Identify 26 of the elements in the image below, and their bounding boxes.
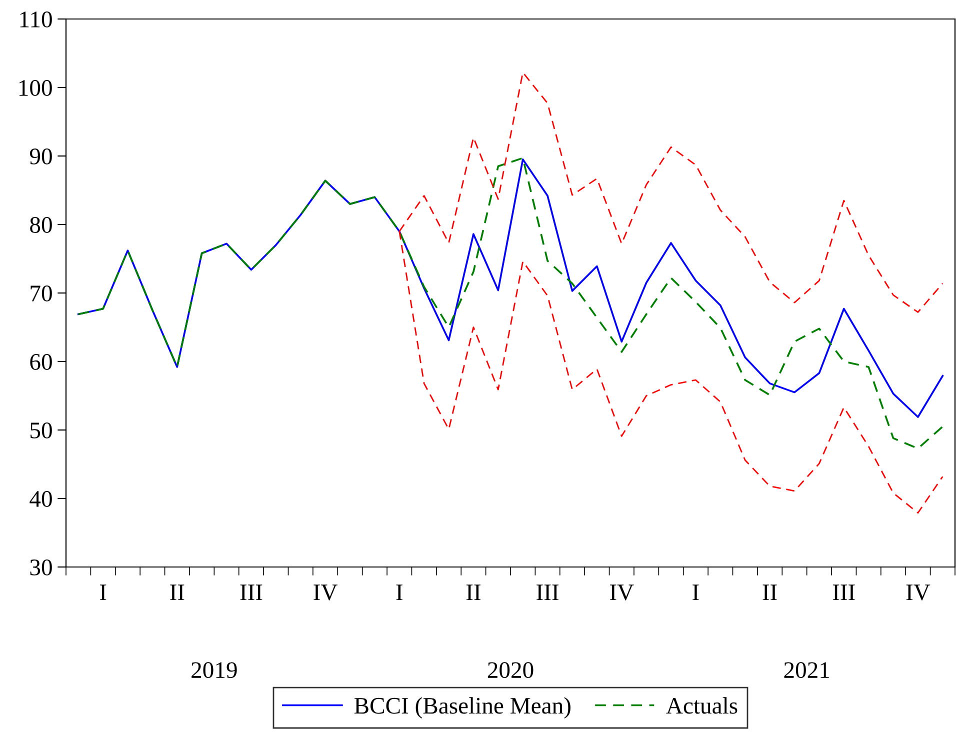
x-tick-label: I — [692, 584, 699, 600]
text: 2021 — [784, 662, 830, 678]
x-tick-label: I — [396, 584, 402, 600]
y-tick-label: 70 — [30, 285, 52, 302]
text: 2020 — [488, 662, 534, 678]
y-tick-label: 60 — [30, 354, 52, 370]
x-tick-label: III — [240, 584, 262, 600]
x-tick-label: II — [762, 584, 777, 600]
y-tick-label: 50 — [30, 422, 52, 438]
y-tick-label: 100 — [19, 80, 52, 96]
x-tick-label: IV — [314, 584, 338, 600]
x-tick-label: II — [466, 584, 480, 600]
y-tick-label: 40 — [30, 490, 52, 507]
x-tick-label: II — [170, 584, 184, 600]
text: 2019 — [192, 662, 237, 678]
y-tick-label: 110 — [20, 11, 52, 28]
x-tick-label: III — [832, 584, 855, 600]
x-tick-label: IV — [906, 584, 930, 600]
legend-label: Actuals — [666, 697, 738, 714]
legend-label: BCCI (Baseline Mean) — [354, 697, 570, 719]
x-tick-label: III — [536, 584, 559, 600]
y-tick-label: 90 — [30, 148, 52, 164]
y-tick-label: 30 — [30, 559, 52, 576]
y-tick-label: 80 — [30, 216, 52, 233]
x-tick-label: IV — [610, 584, 634, 600]
x-tick-label: I — [100, 584, 106, 600]
